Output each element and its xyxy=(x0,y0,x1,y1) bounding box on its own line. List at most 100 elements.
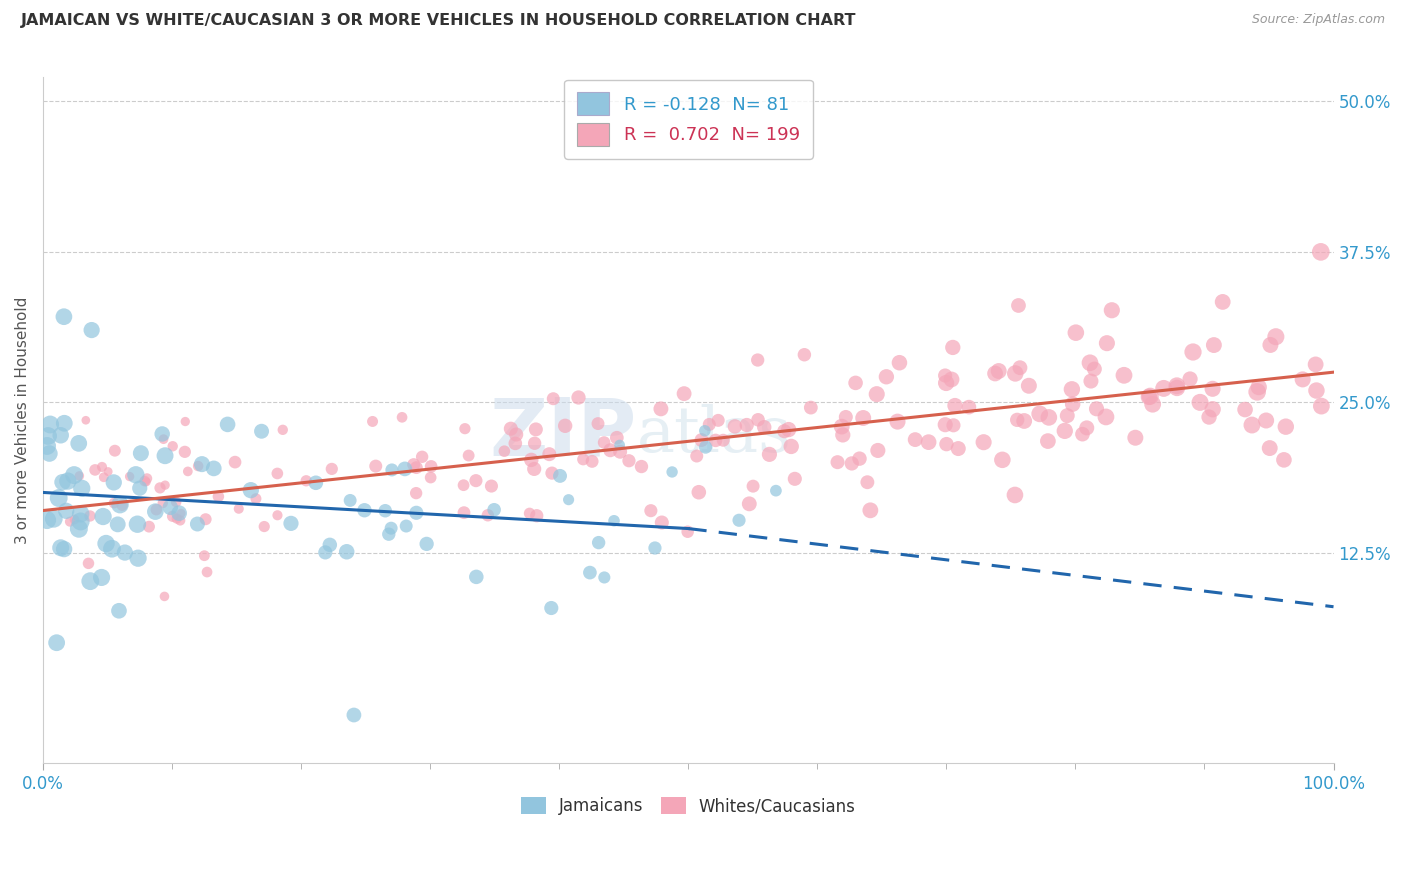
Point xyxy=(848,451,870,466)
Point xyxy=(395,519,418,533)
Point xyxy=(53,542,76,557)
Point xyxy=(889,356,911,370)
Point xyxy=(280,516,302,531)
Point xyxy=(170,506,193,520)
Point xyxy=(548,469,571,483)
Point xyxy=(1012,414,1035,428)
Point xyxy=(640,504,662,518)
Point xyxy=(1310,399,1333,413)
Point xyxy=(67,469,90,483)
Point xyxy=(191,457,214,471)
Text: JAMAICAN VS WHITE/CAUCASIAN 3 OR MORE VEHICLES IN HOUSEHOLD CORRELATION CHART: JAMAICAN VS WHITE/CAUCASIAN 3 OR MORE VE… xyxy=(21,13,856,29)
Point xyxy=(134,474,156,488)
Point xyxy=(224,455,246,469)
Point xyxy=(690,433,713,447)
Point xyxy=(129,446,152,460)
Point xyxy=(457,449,479,463)
Point xyxy=(1246,384,1268,399)
Point xyxy=(845,376,868,390)
Point xyxy=(415,537,437,551)
Point xyxy=(661,465,683,479)
Point xyxy=(1309,244,1331,259)
Point xyxy=(56,474,79,488)
Point xyxy=(481,479,503,493)
Point xyxy=(101,541,124,556)
Point xyxy=(852,411,875,425)
Point xyxy=(693,424,716,438)
Point xyxy=(728,513,751,527)
Point xyxy=(859,503,882,517)
Point xyxy=(1062,397,1084,411)
Point xyxy=(239,483,262,498)
Point xyxy=(1275,419,1298,434)
Point xyxy=(831,428,853,442)
Point xyxy=(735,417,758,432)
Point xyxy=(59,515,82,529)
Point xyxy=(35,439,58,453)
Text: ZIP: ZIP xyxy=(489,395,637,473)
Point xyxy=(94,536,117,550)
Point xyxy=(49,541,72,555)
Point xyxy=(742,479,765,493)
Point xyxy=(617,454,640,468)
Point xyxy=(361,414,384,428)
Point xyxy=(420,459,443,474)
Point xyxy=(778,423,800,437)
Point xyxy=(673,386,696,401)
Point xyxy=(253,519,276,533)
Point xyxy=(505,427,527,442)
Point xyxy=(991,453,1014,467)
Point xyxy=(118,469,141,483)
Point xyxy=(704,434,727,448)
Point xyxy=(195,565,218,579)
Point xyxy=(841,457,863,471)
Point xyxy=(93,470,115,484)
Point xyxy=(402,458,425,472)
Point xyxy=(1038,410,1060,425)
Point xyxy=(63,512,86,526)
Point xyxy=(1056,409,1078,423)
Point xyxy=(904,433,927,447)
Point xyxy=(793,348,815,362)
Point xyxy=(1078,356,1101,370)
Point xyxy=(773,424,796,438)
Point xyxy=(186,516,208,531)
Point xyxy=(1240,418,1263,433)
Point xyxy=(780,439,803,453)
Point xyxy=(754,420,776,434)
Point xyxy=(80,323,103,337)
Point xyxy=(266,508,288,523)
Point xyxy=(1095,336,1118,351)
Point xyxy=(644,541,666,555)
Point xyxy=(127,517,149,532)
Point xyxy=(586,417,609,431)
Point xyxy=(145,502,167,516)
Point xyxy=(167,506,190,520)
Point xyxy=(948,442,970,456)
Point xyxy=(1071,427,1094,442)
Point xyxy=(353,503,375,517)
Point xyxy=(1153,381,1175,395)
Point xyxy=(686,449,709,463)
Point xyxy=(1178,372,1201,386)
Point xyxy=(603,514,626,528)
Point xyxy=(55,504,77,518)
Point xyxy=(169,513,191,527)
Point xyxy=(1212,294,1234,309)
Point xyxy=(599,443,621,458)
Point xyxy=(523,462,546,476)
Point xyxy=(91,459,114,474)
Point xyxy=(193,549,215,563)
Point xyxy=(1004,367,1026,381)
Point xyxy=(67,436,90,450)
Point xyxy=(499,422,522,436)
Point xyxy=(676,524,699,539)
Point xyxy=(97,465,120,479)
Point xyxy=(1202,338,1225,352)
Point xyxy=(520,453,543,467)
Point xyxy=(866,443,889,458)
Point xyxy=(856,475,879,490)
Point xyxy=(765,483,787,498)
Point xyxy=(987,364,1010,378)
Point xyxy=(378,527,401,541)
